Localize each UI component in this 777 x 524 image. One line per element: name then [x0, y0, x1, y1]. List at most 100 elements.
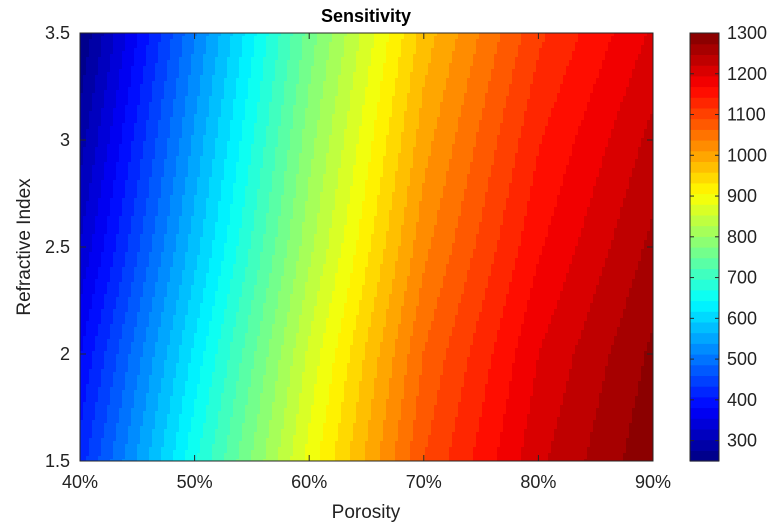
- contour-band-segment: [443, 285, 465, 289]
- contour-band-segment: [110, 54, 123, 58]
- contour-band-segment: [245, 111, 258, 115]
- contour-band-segment: [509, 90, 531, 94]
- contour-band-segment: [341, 411, 357, 415]
- contour-band-segment: [218, 342, 231, 346]
- contour-band-segment: [383, 327, 399, 331]
- contour-band-segment: [524, 312, 555, 316]
- contour-band-segment: [551, 216, 585, 220]
- contour-band-segment: [350, 360, 363, 364]
- contour-band-segment: [356, 240, 372, 244]
- contour-band-segment: [110, 207, 123, 211]
- contour-band-segment: [119, 282, 132, 286]
- contour-band-segment: [350, 351, 366, 355]
- contour-band-segment: [122, 132, 135, 136]
- contour-band-segment: [125, 186, 138, 190]
- contour-band-segment: [239, 303, 252, 307]
- contour-band-segment: [401, 144, 417, 148]
- contour-band-segment: [290, 39, 303, 43]
- contour-band-segment: [167, 66, 180, 70]
- contour-band-segment: [134, 126, 147, 130]
- contour-band-segment: [425, 447, 450, 451]
- contour-band-segment: [290, 384, 303, 388]
- contour-band-segment: [500, 123, 525, 127]
- contour-band-segment: [401, 408, 417, 412]
- contour-band-segment: [497, 147, 519, 151]
- contour-band-segment: [98, 324, 111, 328]
- contour-band-segment: [527, 102, 555, 106]
- contour-band-segment: [143, 348, 156, 352]
- contour-band-segment: [146, 207, 159, 211]
- contour-band-segment: [383, 420, 399, 424]
- contour-band-segment: [170, 270, 183, 274]
- contour-band-segment: [80, 90, 84, 94]
- contour-band-segment: [242, 39, 255, 43]
- contour-band-segment: [428, 435, 453, 439]
- contour-band-segment: [221, 273, 234, 277]
- contour-band-segment: [476, 42, 498, 46]
- contour-band-segment: [290, 228, 303, 232]
- contour-band-segment: [446, 84, 468, 88]
- contour-band-segment: [350, 441, 366, 445]
- contour-band-segment: [386, 45, 402, 49]
- contour-band-segment: [326, 420, 342, 424]
- contour-band-segment: [116, 234, 129, 238]
- contour-band-segment: [320, 198, 336, 202]
- contour-band-segment: [629, 429, 653, 433]
- contour-band-segment: [620, 102, 653, 106]
- contour-band-segment: [122, 327, 135, 331]
- contour-band-segment: [392, 192, 408, 196]
- contour-band-segment: [80, 81, 84, 85]
- contour-band-segment: [188, 78, 201, 82]
- contour-band-segment: [509, 384, 534, 388]
- contour-band-segment: [530, 405, 561, 409]
- contour-band-segment: [236, 315, 249, 319]
- contour-band-segment: [539, 255, 573, 259]
- contour-band-segment: [506, 399, 531, 403]
- contour-band-segment: [584, 222, 618, 226]
- contour-band-segment: [338, 264, 354, 268]
- contour-band-segment: [275, 315, 288, 319]
- contour-band-segment: [239, 231, 252, 235]
- contour-band-segment: [356, 246, 372, 250]
- contour-band-segment: [317, 126, 333, 130]
- contour-band-segment: [389, 36, 405, 40]
- contour-band-segment: [200, 315, 213, 319]
- contour-band-segment: [89, 111, 102, 115]
- contour-band-segment: [224, 171, 237, 175]
- contour-band-segment: [530, 411, 561, 415]
- contour-band-segment: [419, 111, 441, 115]
- contour-band-segment: [116, 366, 129, 370]
- contour-band-segment: [239, 63, 252, 67]
- contour-band-segment: [266, 126, 279, 130]
- contour-band-segment: [80, 435, 93, 439]
- contour-band-segment: [503, 312, 525, 316]
- contour-band-segment: [128, 438, 141, 442]
- contour-band-segment: [122, 390, 135, 394]
- contour-band-segment: [389, 303, 405, 307]
- contour-band-segment: [488, 381, 510, 385]
- contour-band-segment: [566, 165, 603, 169]
- contour-band-segment: [308, 90, 324, 94]
- contour-band-segment: [164, 162, 177, 166]
- contour-band-segment: [218, 288, 231, 292]
- contour-band-segment: [500, 441, 525, 445]
- contour-band-segment: [191, 69, 204, 73]
- contour-band-segment: [380, 90, 396, 94]
- contour-band-segment: [371, 414, 387, 418]
- contour-band-segment: [92, 240, 105, 244]
- contour-band-segment: [215, 63, 228, 67]
- contour-band-segment: [137, 189, 150, 193]
- contour-band-segment: [83, 288, 96, 292]
- contour-band-segment: [644, 246, 653, 250]
- contour-band-segment: [122, 270, 135, 274]
- contour-band-segment: [272, 255, 288, 259]
- contour-band-segment: [332, 132, 345, 136]
- contour-band-segment: [647, 231, 653, 235]
- contour-band-segment: [335, 282, 351, 286]
- contour-band-segment: [482, 210, 504, 214]
- contour-band-segment: [533, 381, 567, 385]
- contour-band-segment: [146, 129, 159, 133]
- contour-band-segment: [209, 102, 222, 106]
- contour-band-segment: [221, 183, 234, 187]
- contour-band-segment: [167, 294, 180, 298]
